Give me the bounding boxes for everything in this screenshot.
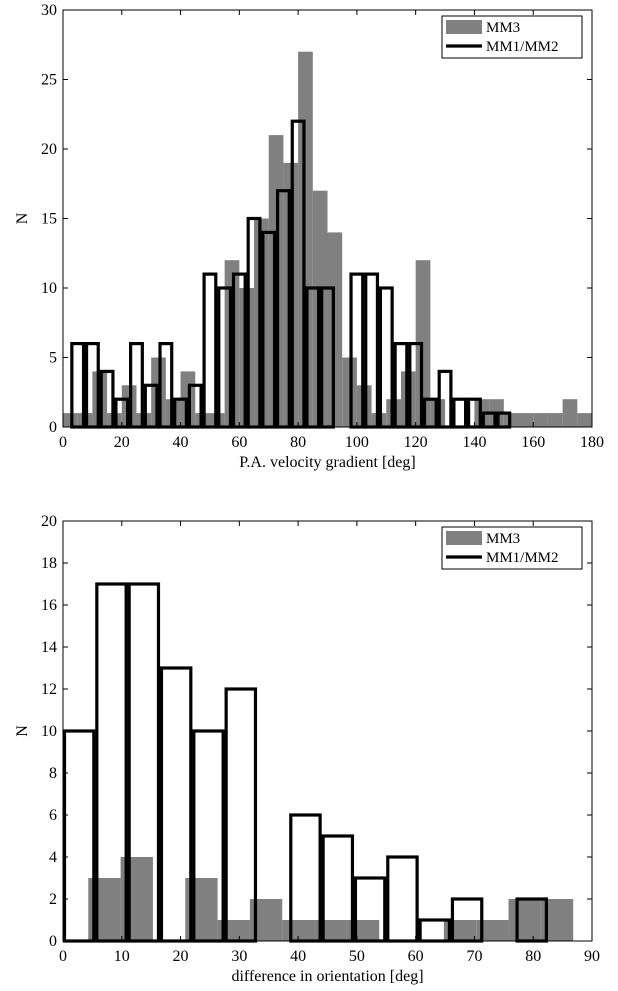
- x-tick-label: 160: [521, 434, 545, 451]
- x-tick-label: 80: [525, 948, 541, 965]
- bottom-y-axis-title: N: [14, 725, 31, 737]
- top-legend: MM3 MM1/MM2: [441, 15, 583, 59]
- y-tick-label: 16: [41, 597, 57, 614]
- y-tick-label: 2: [49, 891, 57, 908]
- top-x-axis-title: P.A. velocity gradient [deg]: [239, 454, 415, 471]
- x-tick-label: 40: [173, 434, 189, 451]
- y-tick-label: 18: [41, 555, 57, 572]
- y-tick-label: 0: [49, 933, 57, 950]
- legend-label: MM1/MM2: [486, 550, 559, 566]
- bottom-x-axis-title: difference in orientation [deg]: [231, 968, 423, 985]
- bar: [547, 413, 563, 427]
- x-tick-label: 0: [59, 434, 67, 451]
- x-tick-label: 140: [462, 434, 486, 451]
- x-tick-label: 100: [345, 434, 369, 451]
- bar: [202, 272, 218, 429]
- y-tick-label: 15: [41, 211, 57, 228]
- x-tick-label: 60: [408, 948, 424, 965]
- y-tick-label: 0: [49, 419, 57, 436]
- legend-swatch-filled: [446, 531, 482, 545]
- legend-swatch-filled: [446, 20, 482, 34]
- bar: [533, 413, 548, 427]
- bar: [386, 855, 419, 943]
- y-tick-label: 25: [41, 72, 57, 89]
- x-tick-label: 10: [114, 948, 130, 965]
- y-tick-label: 14: [41, 639, 57, 656]
- y-tick-label: 10: [41, 723, 57, 740]
- x-tick-label: 20: [173, 948, 189, 965]
- top-series-mm1-mm2: [70, 119, 512, 429]
- y-tick-label: 30: [41, 2, 57, 19]
- bar: [476, 920, 509, 941]
- x-tick-label: 180: [580, 434, 604, 451]
- bar: [562, 399, 578, 427]
- x-tick-label: 120: [404, 434, 428, 451]
- legend-label: MM3: [486, 531, 520, 547]
- y-tick-label: 20: [41, 513, 57, 530]
- bar: [577, 413, 592, 427]
- x-tick-label: 0: [59, 948, 67, 965]
- y-tick-label: 5: [49, 350, 57, 367]
- x-tick-label: 70: [466, 948, 482, 965]
- top-chart: 0 20 40 60 80 100 120 140 160 180 0 5 10 15 20 25 30 P.A.…: [14, 2, 604, 471]
- x-tick-label: 20: [114, 434, 130, 451]
- x-tick-label: 60: [231, 434, 247, 451]
- x-tick-label: 80: [290, 434, 306, 451]
- x-tick-label: 50: [349, 948, 365, 965]
- bottom-legend: MM3 MM1/MM2: [441, 526, 583, 570]
- y-tick-label: 20: [41, 141, 57, 158]
- x-tick-label: 90: [584, 948, 600, 965]
- y-tick-label: 10: [41, 280, 57, 297]
- legend-label: MM1/MM2: [486, 39, 559, 55]
- legend-label: MM3: [486, 20, 520, 36]
- top-y-axis-title: N: [14, 212, 31, 224]
- y-tick-label: 6: [49, 807, 57, 824]
- bar: [518, 413, 534, 427]
- bar: [452, 397, 468, 429]
- bottom-chart: 0 10 20 30 40 50 60 70 80 90 0 2 4 6 8 10 12 14 16 18 20 diff…: [14, 513, 600, 985]
- x-tick-label: 40: [290, 948, 306, 965]
- bar: [508, 899, 541, 941]
- y-tick-label: 12: [41, 681, 57, 698]
- y-tick-label: 4: [49, 849, 57, 866]
- y-tick-label: 8: [49, 765, 57, 782]
- x-tick-label: 30: [231, 948, 247, 965]
